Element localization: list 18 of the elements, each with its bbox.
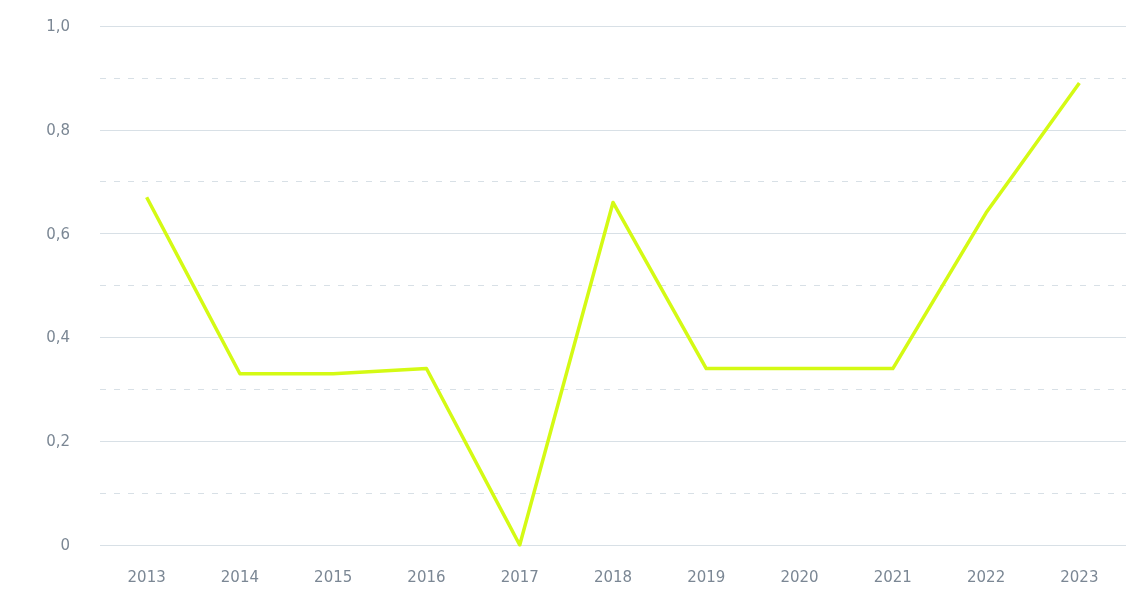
x-tick-label: 2023: [1060, 567, 1099, 586]
x-tick-label: 2013: [127, 567, 166, 586]
y-tick-label: 0,8: [46, 120, 70, 139]
y-tick-label: 0,6: [46, 224, 70, 243]
y-tick-label: 0,4: [46, 328, 70, 347]
x-tick-label: 2017: [500, 567, 539, 586]
y-tick-label: 0,2: [46, 432, 70, 451]
y-tick-label: 1,0: [46, 17, 70, 35]
x-tick-label: 2018: [593, 567, 633, 586]
x-tick-label: 2021: [873, 567, 912, 586]
x-tick-label: 2016: [407, 567, 446, 586]
x-tick-label: 2015: [314, 567, 353, 586]
x-tick-label: 2022: [967, 567, 1006, 586]
x-tick-label: 2020: [780, 567, 819, 586]
line-series: [144, 81, 1082, 547]
x-tick-label: 2014: [220, 567, 259, 586]
x-tick-label: 2019: [687, 567, 726, 586]
y-tick-label: 0: [60, 536, 70, 554]
